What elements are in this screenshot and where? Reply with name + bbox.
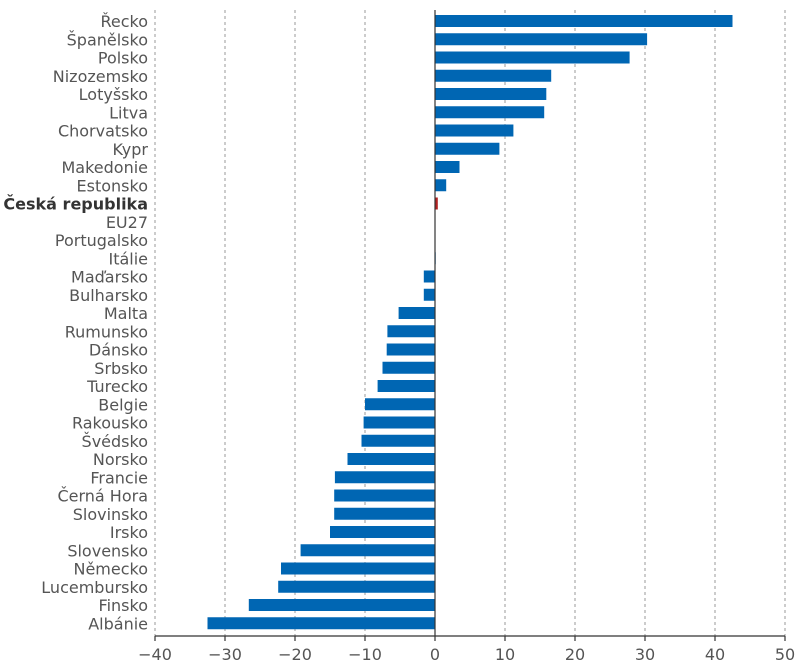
bar (435, 15, 733, 27)
category-label: Albánie (88, 614, 148, 633)
bar (281, 562, 435, 575)
category-label: Litva (109, 103, 148, 122)
category-label: Francie (90, 468, 148, 487)
bar (361, 434, 435, 447)
x-tick-label: 40 (705, 645, 725, 664)
category-label: Bulharsko (69, 286, 148, 305)
x-tick-label: −30 (208, 645, 242, 664)
bar (435, 142, 500, 155)
bar (398, 307, 435, 319)
bar (435, 69, 552, 82)
bar (334, 489, 435, 502)
x-tick-label: 0 (430, 645, 440, 664)
x-tick-label: −10 (348, 645, 382, 664)
x-tick-label: 30 (635, 645, 655, 664)
category-label: Malta (104, 304, 148, 323)
category-label: Německo (73, 560, 148, 579)
category-label: Belgie (98, 395, 148, 414)
category-label: Španělsko (67, 30, 148, 49)
category-label: Estonsko (77, 176, 148, 195)
category-label: Finsko (99, 596, 148, 615)
category-label: Portugalsko (55, 231, 148, 250)
category-label: Polsko (98, 49, 148, 68)
category-label: Rumunsko (65, 322, 148, 341)
bar (365, 398, 435, 411)
bar (435, 197, 438, 210)
bar (347, 453, 435, 465)
category-label: Makedonie (61, 158, 148, 177)
bars (207, 15, 733, 630)
x-tick-label: −20 (278, 645, 312, 664)
bar (435, 51, 630, 64)
category-label: Srbsko (94, 359, 148, 378)
category-label: Kypr (112, 140, 148, 159)
bar (334, 471, 435, 484)
bar (377, 380, 435, 392)
bar (278, 580, 435, 593)
bar (334, 507, 435, 520)
x-tick-label: 50 (775, 645, 795, 664)
category-label: Chorvatsko (58, 122, 148, 141)
bar (423, 270, 435, 283)
bar (330, 526, 435, 538)
x-tick-label: −40 (138, 645, 172, 664)
category-label: Lucembursko (41, 578, 148, 597)
category-label: Řecko (100, 12, 148, 31)
category-label: Švédsko (82, 432, 148, 451)
category-label: Lotyšsko (79, 85, 148, 104)
category-labels: ŘeckoŠpanělskoPolskoNizozemskoLotyšskoLi… (3, 12, 148, 633)
category-label: Turecko (86, 377, 148, 396)
bar (435, 161, 460, 173)
category-label: Dánsko (89, 341, 148, 360)
bar (382, 361, 435, 374)
category-label: Norsko (93, 450, 148, 469)
category-label: Slovinsko (73, 505, 148, 524)
bar (423, 288, 435, 301)
bar (387, 325, 435, 338)
category-label: Irsko (110, 523, 148, 542)
bar (435, 179, 447, 192)
category-label: Slovensko (67, 541, 148, 560)
category-label: Česká republika (3, 195, 148, 214)
bar (435, 124, 514, 137)
x-tick-label: 20 (565, 645, 585, 664)
bar (435, 106, 545, 119)
bar (207, 617, 435, 630)
bar (300, 544, 435, 557)
category-label: EU27 (106, 213, 148, 232)
category-label: Nizozemsko (53, 67, 148, 86)
bar (435, 88, 547, 100)
category-label: Maďarsko (71, 268, 148, 287)
x-axis: −40 −30 −20 −10 0 10 20 30 40 50 (138, 10, 795, 664)
category-label: Rakousko (72, 414, 148, 433)
bar (386, 343, 435, 356)
x-tick-label: 10 (495, 645, 515, 664)
bar (435, 33, 648, 46)
bar (248, 599, 435, 611)
grid (154, 10, 786, 636)
category-label: Itálie (108, 249, 148, 268)
bar (363, 416, 435, 429)
category-label: Černá Hora (57, 487, 148, 506)
